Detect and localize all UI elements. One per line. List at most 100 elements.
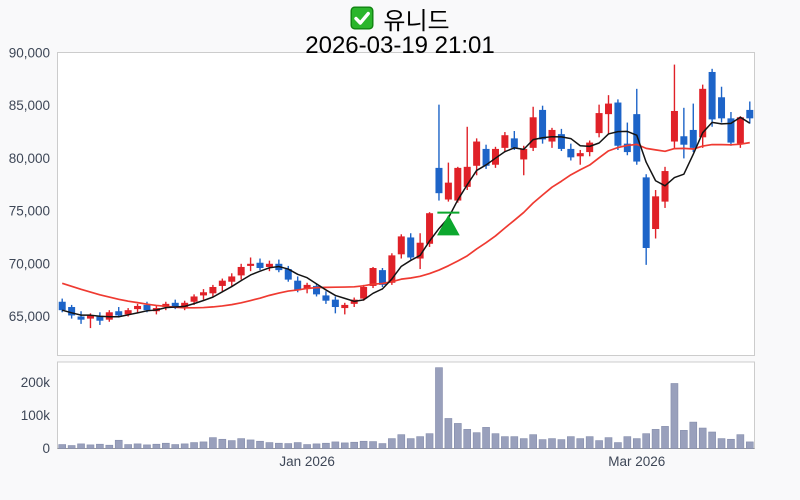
volume-bar: [209, 437, 217, 449]
candle-body: [642, 177, 650, 248]
candle-body: [557, 134, 565, 149]
volume-bar: [237, 438, 245, 449]
volume-bar: [369, 441, 377, 449]
volume-bar: [246, 439, 255, 449]
volume-bar: [661, 426, 669, 449]
volume-bar: [585, 436, 594, 449]
volume-bar: [190, 442, 198, 449]
candle-body: [218, 280, 226, 286]
volume-tick-label: 200k: [21, 375, 51, 390]
volume-bar: [708, 431, 716, 449]
volume-bar: [425, 433, 434, 449]
price-plot-area: [57, 52, 755, 356]
candle-body: [303, 284, 311, 290]
volume-bar: [77, 443, 85, 449]
candle-body: [586, 142, 594, 153]
volume-bar: [378, 443, 387, 449]
candle-body: [124, 310, 132, 315]
candle-body: [670, 110, 678, 142]
volume-bar: [435, 367, 443, 449]
candle-body: [444, 182, 452, 200]
candle-body: [284, 269, 292, 280]
volume-bar: [105, 444, 114, 449]
candle-body: [77, 316, 85, 320]
volume-bar: [67, 445, 76, 449]
volume-bar: [303, 444, 311, 449]
volume-bars: [58, 367, 754, 449]
volume-bar: [331, 441, 340, 449]
volume-bar: [312, 443, 321, 449]
candle-body: [294, 280, 302, 291]
candle-body: [510, 138, 518, 148]
volume-bar: [510, 436, 519, 449]
volume-bar: [162, 442, 170, 449]
volume-bar: [576, 438, 585, 449]
candle-body: [614, 102, 622, 146]
candle-body: [689, 129, 697, 148]
volume-bar: [472, 432, 481, 449]
volume-bar: [595, 440, 603, 449]
volume-bar: [180, 443, 189, 449]
candle-body: [256, 262, 264, 269]
candle-body: [473, 141, 481, 166]
volume-bar: [567, 436, 575, 449]
candle-body: [416, 242, 424, 259]
volume-bar: [548, 438, 556, 449]
candle-body: [228, 276, 236, 282]
candle-body: [576, 153, 584, 157]
volume-bar: [86, 444, 95, 449]
volume-bar: [444, 418, 453, 449]
candle-body: [388, 255, 396, 283]
volume-bar: [454, 423, 462, 449]
candle-body: [199, 292, 207, 296]
volume-bar: [114, 439, 123, 449]
candle-body: [539, 109, 547, 140]
candle-body: [181, 302, 189, 308]
chart-title: 유니드: [0, 3, 800, 35]
candle-body: [699, 88, 707, 138]
candle-body: [378, 270, 386, 285]
volume-bar: [557, 439, 566, 449]
date-tick-label: Jan 2026: [279, 454, 335, 469]
price-tick-label: 65,000: [9, 309, 50, 324]
volume-bar: [519, 438, 528, 449]
candle-body: [96, 316, 104, 321]
stock-name: 유니드: [383, 7, 450, 35]
candle-body: [397, 236, 405, 255]
volume-bar: [359, 440, 368, 449]
volume-bar: [152, 443, 161, 449]
candle-body: [313, 285, 321, 295]
candle-body: [482, 148, 490, 166]
volume-bar: [218, 438, 227, 449]
volume-bar: [651, 429, 660, 449]
date-axis-labels: Jan 2026 Mar 2026: [279, 454, 665, 469]
volume-bar: [96, 443, 104, 449]
volume-bar: [632, 438, 641, 449]
candle-body: [162, 303, 170, 308]
ma-short-line: [62, 116, 751, 318]
volume-tick-label: 100k: [21, 408, 51, 423]
candle-body: [680, 136, 688, 145]
volume-bar: [670, 383, 679, 449]
candle-body: [491, 148, 499, 165]
green-checkbox-icon: [350, 6, 374, 30]
volume-bar: [463, 429, 472, 449]
volume-bar: [717, 438, 726, 449]
candle-body: [605, 103, 613, 115]
volume-bar: [293, 442, 302, 449]
candle-body: [247, 263, 255, 266]
volume-bar: [133, 443, 142, 449]
volume-bar: [388, 438, 396, 449]
candle-body: [727, 118, 735, 143]
volume-bar: [406, 438, 415, 449]
candle-body: [369, 268, 377, 286]
candle-body: [134, 305, 142, 310]
volume-bar: [614, 442, 622, 449]
price-tick-label: 90,000: [9, 46, 50, 61]
candle-body: [623, 143, 631, 153]
volume-bar: [680, 430, 688, 449]
candle-body: [529, 117, 537, 148]
candle-body: [520, 148, 528, 160]
volume-tick-label: 0: [42, 441, 50, 456]
